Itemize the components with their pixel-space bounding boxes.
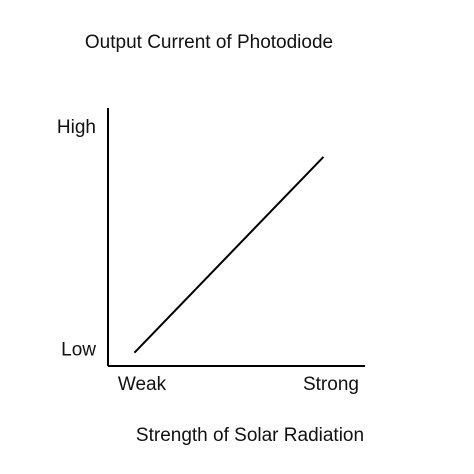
data-line bbox=[133, 156, 325, 354]
x-tick-label: Strong bbox=[303, 374, 359, 395]
x-tick-label: Weak bbox=[118, 374, 167, 395]
y-tick-label: High bbox=[57, 117, 96, 138]
y-tick-label: Low bbox=[61, 339, 96, 360]
x-axis-label: Strength of Solar Radiation bbox=[136, 425, 364, 446]
chart-title: Output Current of Photodiode bbox=[85, 32, 333, 53]
